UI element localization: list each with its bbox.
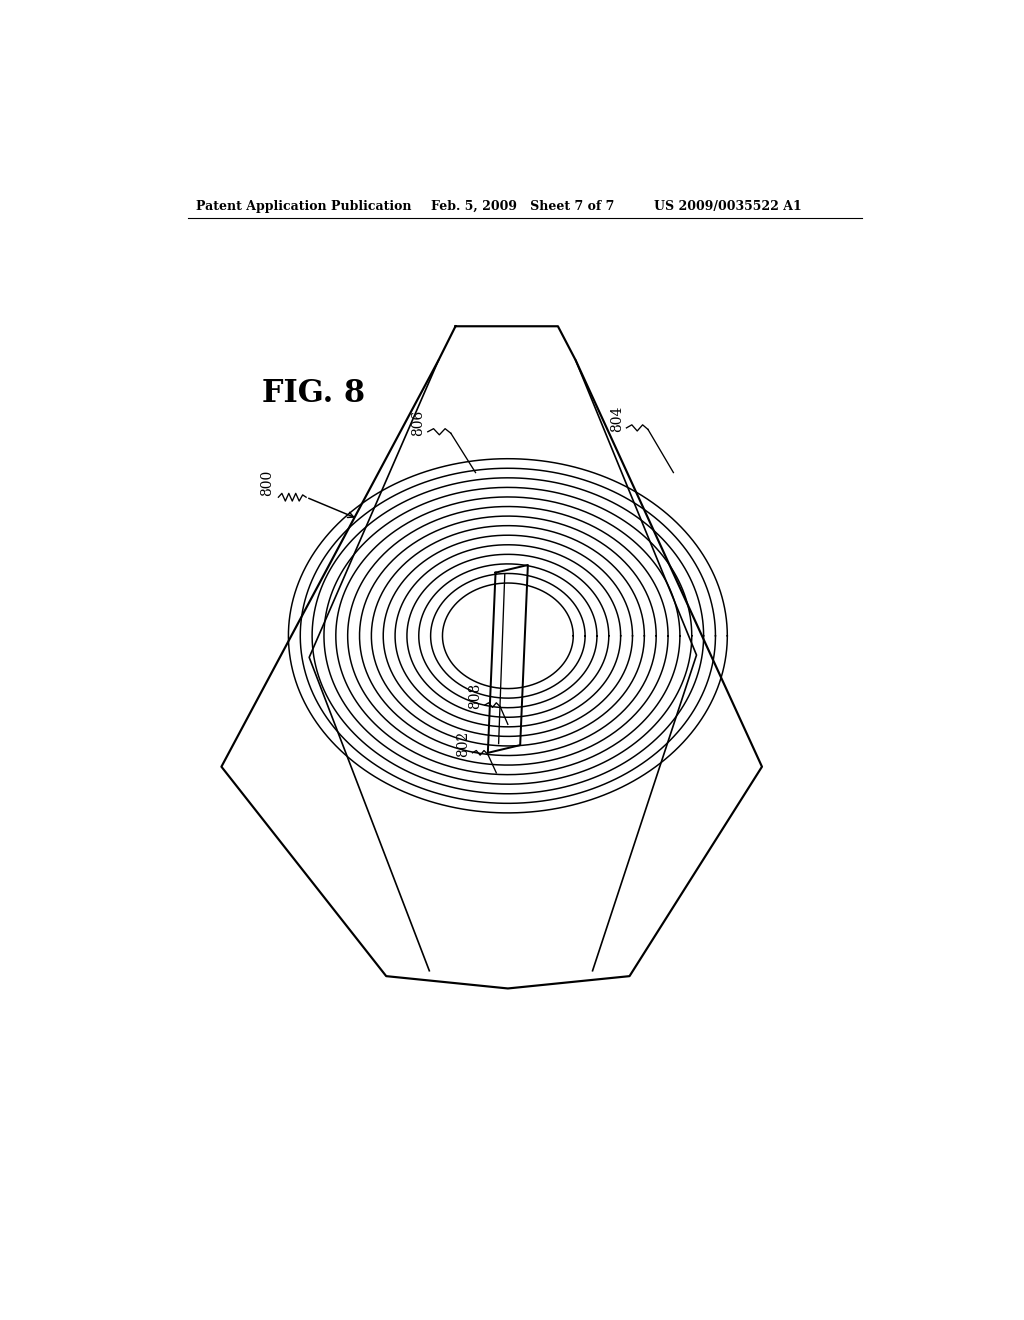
Text: 808: 808 [469,682,482,709]
Text: 802: 802 [457,730,470,756]
Text: US 2009/0035522 A1: US 2009/0035522 A1 [654,199,802,213]
Text: 806: 806 [411,409,425,436]
Text: 800: 800 [261,470,274,496]
Text: FIG. 8: FIG. 8 [262,378,366,409]
Text: Patent Application Publication: Patent Application Publication [196,199,412,213]
Text: 804: 804 [610,405,625,432]
Text: Feb. 5, 2009   Sheet 7 of 7: Feb. 5, 2009 Sheet 7 of 7 [431,199,614,213]
